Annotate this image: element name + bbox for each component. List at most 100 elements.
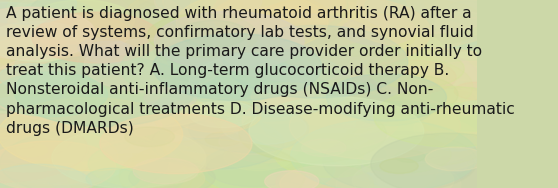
Circle shape xyxy=(201,0,389,50)
Circle shape xyxy=(357,0,500,33)
Circle shape xyxy=(370,0,485,45)
Circle shape xyxy=(29,86,95,111)
Circle shape xyxy=(147,11,313,76)
Circle shape xyxy=(68,114,112,132)
Circle shape xyxy=(213,0,329,39)
Circle shape xyxy=(0,2,67,53)
Text: A patient is diagnosed with rheumatoid arthritis (RA) after a
review of systems,: A patient is diagnosed with rheumatoid a… xyxy=(6,6,514,136)
Circle shape xyxy=(388,136,426,152)
Circle shape xyxy=(265,53,296,65)
Circle shape xyxy=(263,122,297,135)
Circle shape xyxy=(0,136,103,182)
Circle shape xyxy=(336,160,461,188)
Circle shape xyxy=(100,114,252,174)
Circle shape xyxy=(0,128,118,186)
Circle shape xyxy=(125,83,304,154)
Circle shape xyxy=(337,102,501,167)
Circle shape xyxy=(181,0,285,23)
Circle shape xyxy=(347,0,423,15)
Circle shape xyxy=(374,87,527,147)
Circle shape xyxy=(319,39,470,99)
Circle shape xyxy=(315,24,350,37)
Circle shape xyxy=(7,23,151,80)
Circle shape xyxy=(103,98,208,139)
Circle shape xyxy=(163,0,347,37)
Circle shape xyxy=(254,102,291,117)
Circle shape xyxy=(0,141,116,188)
Circle shape xyxy=(123,27,242,74)
Circle shape xyxy=(37,15,130,52)
Circle shape xyxy=(208,22,288,53)
Circle shape xyxy=(392,16,497,57)
Circle shape xyxy=(371,0,525,52)
Circle shape xyxy=(311,55,473,118)
Circle shape xyxy=(10,130,136,179)
Circle shape xyxy=(226,103,270,120)
Circle shape xyxy=(0,52,163,122)
Circle shape xyxy=(362,131,536,188)
Circle shape xyxy=(129,161,215,188)
Circle shape xyxy=(244,0,331,20)
Circle shape xyxy=(193,66,333,121)
Circle shape xyxy=(389,51,554,116)
Circle shape xyxy=(123,9,288,74)
Circle shape xyxy=(276,164,369,188)
Circle shape xyxy=(448,1,488,17)
Circle shape xyxy=(378,48,411,61)
Circle shape xyxy=(195,140,333,188)
Circle shape xyxy=(132,106,243,150)
Circle shape xyxy=(212,79,390,149)
Circle shape xyxy=(259,138,343,171)
Circle shape xyxy=(341,16,416,45)
Circle shape xyxy=(392,30,464,59)
Circle shape xyxy=(81,55,162,86)
Circle shape xyxy=(107,38,168,62)
Circle shape xyxy=(206,150,300,187)
Circle shape xyxy=(97,79,217,127)
Circle shape xyxy=(123,75,167,93)
Circle shape xyxy=(176,0,328,52)
Circle shape xyxy=(398,62,483,96)
Circle shape xyxy=(86,89,226,144)
Circle shape xyxy=(196,81,326,133)
Circle shape xyxy=(288,86,334,104)
Circle shape xyxy=(317,90,372,112)
Circle shape xyxy=(156,0,216,12)
Circle shape xyxy=(382,160,500,188)
Circle shape xyxy=(350,45,517,110)
Circle shape xyxy=(377,90,526,148)
Circle shape xyxy=(183,128,250,155)
Circle shape xyxy=(105,114,162,136)
Circle shape xyxy=(30,25,102,54)
Circle shape xyxy=(349,62,413,88)
Circle shape xyxy=(346,138,474,188)
Circle shape xyxy=(194,70,325,122)
Circle shape xyxy=(449,66,486,80)
Circle shape xyxy=(161,76,220,100)
Circle shape xyxy=(201,69,381,140)
Circle shape xyxy=(405,61,540,115)
Circle shape xyxy=(219,128,287,155)
Circle shape xyxy=(138,16,309,84)
Circle shape xyxy=(229,135,299,163)
Circle shape xyxy=(296,57,339,74)
Circle shape xyxy=(305,45,424,92)
Circle shape xyxy=(189,77,252,102)
Circle shape xyxy=(0,36,78,84)
Circle shape xyxy=(2,42,107,83)
Circle shape xyxy=(251,83,322,111)
Circle shape xyxy=(155,104,335,175)
Circle shape xyxy=(425,147,486,171)
Circle shape xyxy=(0,97,61,129)
Circle shape xyxy=(261,105,355,142)
Circle shape xyxy=(420,156,468,175)
Circle shape xyxy=(25,120,103,151)
Circle shape xyxy=(0,123,90,172)
Circle shape xyxy=(83,156,185,188)
Circle shape xyxy=(147,14,258,57)
Circle shape xyxy=(333,18,492,80)
Circle shape xyxy=(0,148,97,188)
Circle shape xyxy=(0,114,87,182)
Circle shape xyxy=(14,55,194,127)
Circle shape xyxy=(81,42,114,55)
